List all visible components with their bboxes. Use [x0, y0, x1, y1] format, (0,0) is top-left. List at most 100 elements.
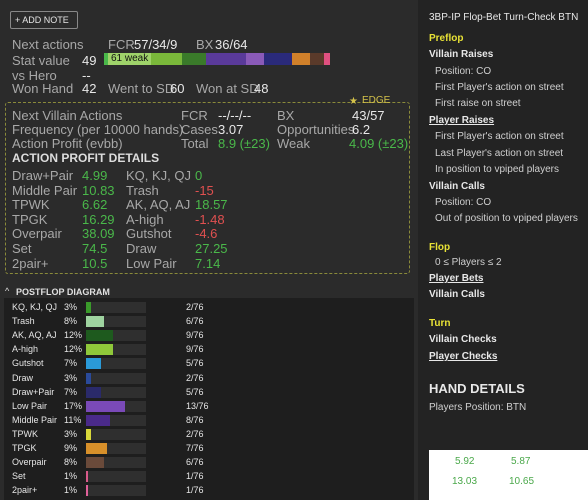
postflop-row-count: 8/76 [186, 414, 204, 425]
villain-raises-heading: Villain Raises [429, 49, 494, 60]
postflop-row: KQ, KJ, QJ 3% 2/76 [4, 300, 414, 314]
postflop-row-bar [86, 485, 88, 497]
postflop-row-label: Overpair [12, 457, 47, 468]
postflop-row-percent: 3% [64, 372, 78, 383]
postflop-row-count: 2/76 [186, 302, 204, 312]
detail-label: Gutshot [126, 226, 172, 242]
postflop-row-bar-track [86, 386, 146, 398]
stat-value-bar [104, 53, 330, 65]
postflop-row-percent: 7% [64, 386, 78, 397]
postflop-row: Trash 8% 6/76 [4, 314, 414, 328]
action-profit-label: Action Profit (evbb) [12, 136, 123, 151]
detail-label: 2pair+ [12, 255, 49, 271]
stat-value: 49 [82, 53, 97, 68]
stat-bar-segment [310, 53, 324, 65]
player-checks-heading[interactable]: Player Checks [429, 351, 498, 362]
detail-label: A-high [126, 211, 164, 227]
edge-box [5, 102, 410, 274]
villain-checks-heading: Villain Checks [429, 334, 497, 345]
postflop-row-bar [86, 302, 91, 313]
won-hand-label: Won Hand [12, 81, 74, 96]
won-sd-value: 48 [254, 81, 269, 96]
postflop-diagram-title: POSTFLOP DIAGRAM [16, 287, 110, 297]
postflop-row-bar-track [86, 485, 146, 497]
postflop-row: Gutshot 7% 5/76 [4, 356, 414, 370]
postflop-row-percent: 8% [64, 457, 78, 468]
postflop-row-bar [86, 330, 113, 342]
postflop-row-count: 6/76 [186, 316, 204, 327]
bx-value: 36/64 [215, 37, 248, 52]
postflop-row-label: A-high [12, 344, 39, 355]
players-position: Players Position: BTN [429, 402, 527, 413]
postflop-row-bar-track [86, 428, 146, 440]
opportunities-label: Opportunities [277, 122, 355, 137]
edge-fcr-value: --/--/-- [218, 108, 252, 123]
vs-hero-value: -- [82, 68, 91, 83]
postflop-row-bar [86, 471, 88, 483]
fcr-label: FCR [108, 37, 135, 52]
player-raises-heading[interactable]: Player Raises [429, 115, 495, 126]
detail-value: 18.57 [195, 197, 228, 213]
weak-label: Weak [277, 136, 310, 151]
postflop-row-count: 2/76 [186, 372, 204, 383]
postflop-row-count: 1/76 [186, 485, 204, 496]
frequency-label: Frequency (per 10000 hands) [12, 122, 184, 137]
villain-raises-item: First raise on street [435, 98, 521, 109]
postflop-row: Draw 3% 2/76 [4, 371, 414, 385]
postflop-row-label: TPWK [12, 428, 38, 439]
postflop-row: 2pair+ 1% 1/76 [4, 483, 414, 497]
action-profit-details-title: ACTION PROFIT DETAILS [12, 151, 160, 165]
postflop-row-label: AK, AQ, AJ [12, 330, 57, 341]
player-raises-item: First Player's action on street [435, 131, 564, 142]
detail-label: Draw [126, 241, 157, 256]
stats-panel: + ADD NOTE Next actions FCR 57/34/9 BX 3… [4, 11, 414, 500]
detail-value: -1.48 [195, 211, 225, 227]
detail-label: Middle Pair [12, 182, 78, 198]
villain-raises-item: Position: CO [435, 66, 492, 77]
postflop-row-percent: 8% [64, 316, 78, 327]
collapse-caret-icon[interactable]: ^ [5, 286, 10, 296]
detail-label: KQ, KJ, QJ [126, 168, 192, 183]
postflop-row-bar-track [86, 344, 146, 356]
detail-label: TPGK [12, 211, 48, 227]
postflop-row-label: Draw+Pair [12, 386, 55, 397]
detail-value: -4.6 [195, 226, 218, 242]
player-raises-item: Last Player's action on street [435, 148, 564, 159]
detail-value: 7.14 [195, 255, 221, 271]
villain-calls-item: Out of position to vpiped players [435, 213, 578, 224]
postflop-row-percent: 3% [64, 428, 78, 439]
detail-value: -15 [195, 182, 214, 198]
postflop-diagram: KQ, KJ, QJ 3% 2/76 Trash 8% 6/76 AK, AQ, AJ 12%… [4, 298, 414, 500]
detail-value: 10.5 [82, 255, 108, 271]
edge-label: EDGE [362, 95, 391, 106]
detail-label: Draw+Pair [12, 168, 74, 183]
next-villain-actions-label: Next Villain Actions [12, 108, 123, 123]
edge-bx-value: 43/57 [352, 108, 385, 123]
postflop-row-count: 5/76 [186, 386, 204, 397]
weak-value: 4.09 (±23) [349, 136, 409, 151]
postflop-row-label: TPGK [12, 443, 37, 453]
postflop-row-label: Middle Pair [12, 414, 58, 425]
postflop-row-bar-track [86, 302, 146, 313]
postflop-row: Set 1% 1/76 [4, 469, 414, 483]
flop-item: 0 ≤ Players ≤ 2 [435, 257, 502, 268]
bx-label: BX [196, 37, 214, 52]
postflop-row-bar [86, 400, 125, 412]
postflop-row-count: 2/76 [186, 428, 204, 439]
villain-calls-heading: Villain Calls [429, 181, 485, 192]
cases-label: Cases [181, 122, 218, 137]
stat-value-label: Stat value [12, 53, 70, 68]
postflop-row-label: KQ, KJ, QJ [12, 302, 58, 312]
detail-label: Set [12, 241, 32, 256]
postflop-row-label: Gutshot [12, 358, 44, 369]
postflop-row-bar-track [86, 372, 146, 384]
detail-value: 6.62 [82, 197, 108, 213]
postflop-row-bar [86, 372, 91, 384]
card-value: 10.65 [509, 476, 535, 487]
villain-calls-item: Position: CO [435, 197, 492, 208]
spot-title: 3BP-IP Flop-Bet Turn-Check BTN [429, 12, 579, 23]
player-bets-heading[interactable]: Player Bets [429, 273, 484, 284]
add-note-button[interactable]: + ADD NOTE [10, 11, 78, 29]
went-sd-value: 60 [170, 81, 185, 96]
postflop-row-bar-track [86, 316, 146, 328]
